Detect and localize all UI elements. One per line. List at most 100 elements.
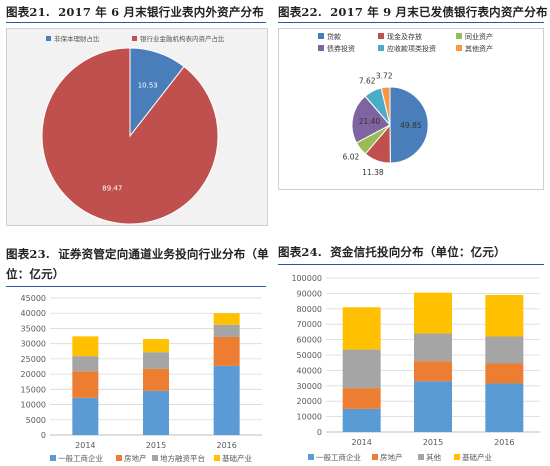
y-tick-label: 5000: [26, 416, 46, 425]
legend-swatch: [46, 36, 51, 41]
bar-segment: [213, 324, 240, 337]
x-tick-label: 2016: [494, 438, 514, 447]
legend-label: 基础产业: [222, 453, 252, 463]
figure-22-rule: [278, 22, 544, 23]
bar-segment: [485, 336, 524, 364]
y-tick-label: 30000: [297, 382, 322, 391]
legend-label: 债券投资: [327, 44, 355, 53]
legend-swatch: [456, 33, 462, 39]
figure-24-title: 资金信托投向分布（单位：亿元）: [330, 245, 506, 259]
legend-swatch: [308, 454, 314, 460]
bar-segment: [485, 294, 524, 337]
y-tick-label: 0: [41, 431, 46, 440]
y-tick-label: 45000: [21, 294, 46, 303]
figure-21-heading: 图表21. 2017 年 6 月末银行业表内外资产分布: [6, 4, 264, 20]
bar-segment: [414, 361, 452, 382]
legend-label: 贷款: [327, 32, 341, 41]
figure-23-stacked-bar-chart: 0 5000 10000 15000 20000 25000 30000 35000 40000…: [21, 294, 262, 463]
legend-swatch: [318, 45, 324, 51]
bar-segment: [143, 339, 169, 353]
y-tick-label: 100000: [291, 274, 322, 283]
y-tick-label: 20000: [21, 370, 46, 379]
y-tick-label: 80000: [297, 305, 322, 314]
bar-segment: [485, 383, 524, 432]
data-label: 7.62: [359, 76, 376, 85]
legend-label: 银行业金融机构表内资产占比: [140, 34, 225, 43]
legend-swatch: [116, 455, 122, 461]
figure-23-title: 证券资管定向通道业务投向行业分布（单: [58, 247, 269, 261]
x-tick-label: 2014: [75, 441, 95, 450]
pie-slice: [41, 47, 219, 225]
legend-label: 应收款项类投资: [387, 44, 436, 53]
y-tick-label: 90000: [297, 289, 322, 298]
x-tick-label: 2014: [351, 438, 371, 447]
y-tick-label: 10000: [297, 413, 322, 422]
legend-swatch: [318, 33, 324, 39]
legend-swatch: [152, 455, 158, 461]
legend-label: 现金及存放: [387, 32, 422, 41]
data-label: 89.47: [102, 185, 122, 193]
bar-segment: [213, 365, 240, 435]
figure-21-title: 2017 年 6 月末银行业表内外资产分布: [58, 5, 264, 19]
data-label: 10.53: [138, 81, 158, 89]
legend-swatch: [50, 455, 56, 461]
y-tick-label: 0: [317, 428, 322, 437]
figure-22-label: 图表22.: [278, 5, 323, 19]
bar-segment: [414, 333, 452, 362]
legend-swatch: [214, 455, 220, 461]
y-tick-label: 25000: [21, 355, 46, 364]
legend-label: 其他: [426, 452, 441, 462]
legend-swatch: [132, 36, 137, 41]
figure-24-rule: [278, 264, 544, 265]
bar-segment: [342, 408, 381, 432]
data-label: 49.85: [400, 121, 422, 130]
x-tick-label: 2015: [423, 438, 443, 447]
y-tick-label: 60000: [297, 336, 322, 345]
y-tick-label: 20000: [297, 397, 322, 406]
figure-21-pie-chart: 非保本理财占比 银行业金融机构表内资产占比 10.53 89.47: [6, 28, 268, 226]
bar-segment: [143, 368, 169, 391]
y-tick-label: 70000: [297, 320, 322, 329]
y-tick-label: 15000: [21, 385, 46, 394]
bar-segment: [72, 371, 99, 398]
y-tick-label: 30000: [21, 340, 46, 349]
figure-22-heading: 图表22. 2017 年 9 月末已发债银行表内资产分布: [278, 4, 548, 20]
legend-swatch: [372, 454, 378, 460]
figure-23-title-line2: 位：亿元）: [6, 267, 65, 281]
y-tick-label: 40000: [21, 309, 46, 318]
pie-slice: [389, 86, 429, 164]
legend-label: 地方融资平台: [160, 453, 205, 463]
data-label: 21.40: [359, 117, 381, 126]
legend-swatch: [456, 45, 462, 51]
legend-label: 一般工商企业: [58, 453, 103, 463]
legend-swatch: [418, 454, 424, 460]
y-tick-label: 40000: [297, 366, 322, 375]
figure-24-stacked-bar-chart: 0 10000 20000 30000 40000 50000 60000 70000 8000…: [291, 274, 540, 462]
legend-label: 一般工商企业: [316, 452, 361, 462]
bar-segment: [143, 352, 169, 369]
bar-segment: [485, 363, 524, 384]
legend-label: 非保本理财占比: [54, 34, 100, 43]
bar-segment: [72, 336, 99, 357]
bar-segment: [72, 356, 99, 372]
legend-label: 基础产业: [462, 452, 492, 462]
bar-segment: [342, 349, 381, 389]
bar-segment: [342, 307, 381, 350]
figure-23-label: 图表23.: [6, 247, 51, 261]
pie-slice: [351, 95, 391, 144]
bar-segment: [414, 381, 452, 432]
x-tick-label: 2015: [146, 441, 166, 450]
figure-24-label: 图表24.: [278, 245, 323, 259]
legend-swatch: [378, 45, 384, 51]
pie-slice: [380, 86, 391, 126]
legend-label: 房地产: [380, 452, 403, 462]
data-label: 6.02: [343, 152, 360, 161]
y-tick-label: 10000: [21, 401, 46, 410]
legend-swatch: [454, 454, 460, 460]
bar-segment: [414, 292, 452, 334]
figure-23-heading: 图表23. 证券资管定向通道业务投向行业分布（单 位：亿元）: [6, 244, 269, 284]
bar-segment: [72, 397, 99, 435]
legend-label: 其他资产: [465, 44, 493, 53]
legend-label: 房地产: [124, 453, 147, 463]
y-tick-label: 50000: [297, 351, 322, 360]
